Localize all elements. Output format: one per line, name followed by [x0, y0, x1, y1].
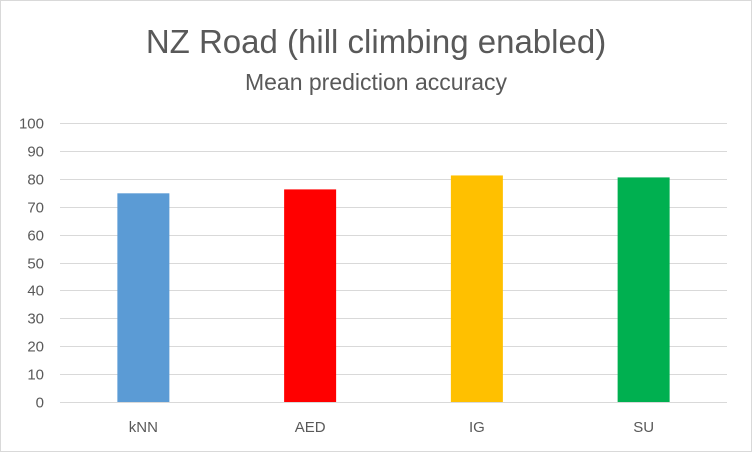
y-tick-label-0: 0	[36, 395, 44, 412]
x-tick-label-knn: kNN	[129, 419, 158, 436]
gridlines	[60, 123, 727, 403]
x-tick-label-aed: AED	[295, 419, 326, 436]
x-axis-tick-labels: kNN AED IG SU	[129, 419, 654, 436]
bar-aed	[284, 189, 337, 402]
y-tick-label-90: 90	[27, 144, 44, 161]
y-tick-label-30: 30	[27, 311, 44, 328]
chart-subtitle: Mean prediction accuracy	[244, 69, 508, 95]
y-tick-label-10: 10	[27, 367, 44, 384]
bar-ig	[450, 175, 503, 402]
y-tick-label-20: 20	[27, 339, 44, 356]
y-tick-label-80: 80	[27, 172, 44, 189]
y-tick-label-50: 50	[27, 256, 44, 273]
x-tick-label-su: SU	[633, 419, 654, 436]
x-tick-label-ig: IG	[469, 419, 485, 436]
chart-title: NZ Road (hill climbing enabled)	[145, 23, 607, 60]
bar-su	[617, 177, 670, 402]
y-tick-label-40: 40	[27, 283, 44, 300]
y-tick-label-100: 100	[19, 116, 44, 133]
y-tick-label-60: 60	[27, 228, 44, 245]
bar-knn	[117, 193, 170, 402]
y-axis-tick-labels: 0 10 20 30 40 50 60 70 80 90 100	[19, 116, 44, 412]
bars	[117, 175, 670, 402]
y-tick-label-70: 70	[27, 200, 44, 217]
